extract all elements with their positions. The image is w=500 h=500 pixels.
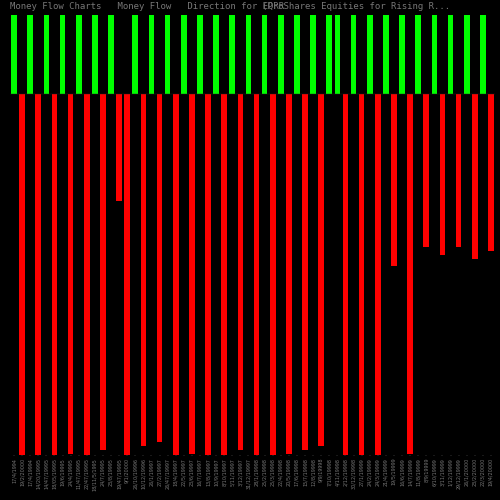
Bar xyxy=(254,94,260,462)
Bar xyxy=(262,0,268,94)
Bar xyxy=(480,0,486,94)
Bar xyxy=(238,94,243,450)
Bar xyxy=(205,94,211,466)
Bar xyxy=(100,94,106,450)
Bar xyxy=(367,0,372,94)
Bar xyxy=(246,0,252,94)
Bar xyxy=(424,94,429,247)
Bar xyxy=(326,0,332,94)
Bar xyxy=(383,0,388,94)
Bar xyxy=(294,0,300,94)
Bar xyxy=(28,0,33,94)
Bar xyxy=(350,0,356,94)
Bar xyxy=(456,94,462,247)
Bar xyxy=(197,0,203,94)
Text: Money Flow Charts   Money Flow   Direction for EQRR: Money Flow Charts Money Flow Direction f… xyxy=(10,2,284,11)
Bar xyxy=(20,94,25,469)
Bar xyxy=(92,0,98,94)
Bar xyxy=(278,0,283,94)
Text: (ProShares Equities for Rising R...: (ProShares Equities for Rising R... xyxy=(262,2,450,11)
Bar xyxy=(230,0,235,94)
Bar xyxy=(286,94,292,454)
Bar xyxy=(44,0,49,94)
Bar xyxy=(189,94,194,454)
Bar xyxy=(375,94,380,458)
Bar xyxy=(440,94,446,255)
Bar xyxy=(334,0,340,94)
Bar xyxy=(270,94,276,469)
Bar xyxy=(318,94,324,446)
Bar xyxy=(408,94,413,454)
Bar xyxy=(342,94,348,466)
Bar xyxy=(148,0,154,94)
Bar xyxy=(173,94,178,469)
Bar xyxy=(488,94,494,251)
Bar xyxy=(222,94,227,458)
Bar xyxy=(116,94,122,202)
Bar xyxy=(156,94,162,443)
Bar xyxy=(391,94,397,266)
Bar xyxy=(52,94,58,466)
Bar xyxy=(181,0,186,94)
Bar xyxy=(432,0,437,94)
Bar xyxy=(359,94,364,462)
Bar xyxy=(165,0,170,94)
Bar xyxy=(60,0,66,94)
Bar xyxy=(11,0,17,94)
Bar xyxy=(464,0,469,94)
Bar xyxy=(36,94,41,458)
Bar xyxy=(140,94,146,446)
Bar xyxy=(108,0,114,94)
Bar xyxy=(76,0,82,94)
Bar xyxy=(472,94,478,258)
Bar xyxy=(68,94,73,454)
Bar xyxy=(214,0,219,94)
Bar xyxy=(416,0,421,94)
Bar xyxy=(132,0,138,94)
Bar xyxy=(124,94,130,458)
Bar xyxy=(84,94,89,462)
Bar xyxy=(310,0,316,94)
Bar xyxy=(399,0,405,94)
Bar xyxy=(448,0,454,94)
Bar xyxy=(302,94,308,450)
